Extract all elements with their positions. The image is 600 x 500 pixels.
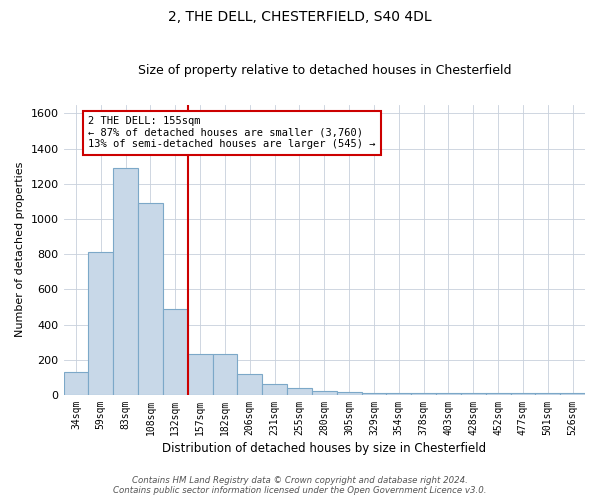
Bar (436, 393, 461, 395)
Bar (188, 354, 212, 395)
Text: 2 THE DELL: 155sqm
← 87% of detached houses are smaller (3,760)
13% of semi-deta: 2 THE DELL: 155sqm ← 87% of detached hou… (88, 116, 376, 150)
Bar (88, 252, 113, 395)
Bar (337, 392, 362, 395)
X-axis label: Distribution of detached houses by size in Chesterfield: Distribution of detached houses by size … (162, 442, 487, 455)
Bar (535, 393, 560, 395)
Bar (511, 393, 535, 395)
Y-axis label: Number of detached properties: Number of detached properties (15, 162, 25, 338)
Bar (212, 354, 238, 395)
Bar (386, 393, 411, 395)
Bar (362, 393, 386, 395)
Text: 2, THE DELL, CHESTERFIELD, S40 4DL: 2, THE DELL, CHESTERFIELD, S40 4DL (168, 10, 432, 24)
Title: Size of property relative to detached houses in Chesterfield: Size of property relative to detached ho… (137, 64, 511, 77)
Bar (262, 384, 287, 395)
Bar (138, 203, 163, 395)
Bar (461, 393, 485, 395)
Bar (485, 393, 511, 395)
Bar (238, 374, 262, 395)
Bar (560, 393, 585, 395)
Bar (411, 393, 436, 395)
Bar (64, 372, 88, 395)
Text: Contains HM Land Registry data © Crown copyright and database right 2024.
Contai: Contains HM Land Registry data © Crown c… (113, 476, 487, 495)
Bar (163, 308, 188, 395)
Bar (312, 390, 337, 395)
Bar (113, 168, 138, 395)
Bar (287, 388, 312, 395)
